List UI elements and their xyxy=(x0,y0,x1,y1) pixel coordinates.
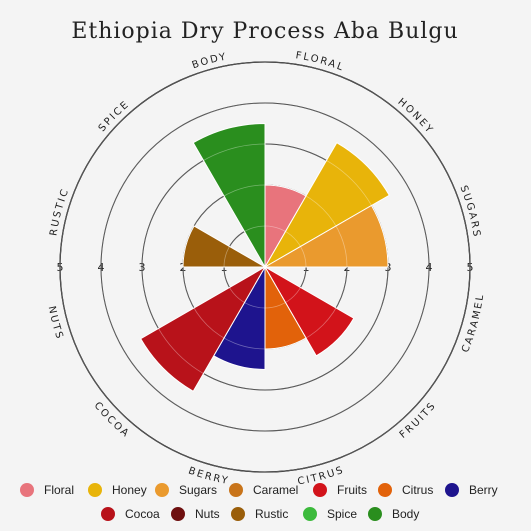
legend-swatch xyxy=(171,507,185,521)
grid-ring-overlay xyxy=(59,61,471,473)
legend-label: Spice xyxy=(327,507,357,521)
legend-item-rustic: Rustic xyxy=(231,507,288,521)
legend-label: Floral xyxy=(44,483,74,497)
radial-tick-label: 5 xyxy=(467,261,474,274)
wedge-cocoa xyxy=(140,265,267,392)
radial-tick-label: 3 xyxy=(139,261,146,274)
legend-swatch xyxy=(88,483,102,497)
grid-ring-overlay xyxy=(223,225,307,309)
category-label: HONEY xyxy=(395,96,435,136)
legend-swatch xyxy=(378,483,392,497)
legend-swatch xyxy=(101,507,115,521)
radial-tick-label: 4 xyxy=(426,261,433,274)
grid-ring-overlay xyxy=(141,143,389,391)
legend-swatch xyxy=(445,483,459,497)
legend-swatch xyxy=(303,507,317,521)
legend-item-caramel: Caramel xyxy=(229,483,298,497)
wedge-honey xyxy=(263,142,390,269)
legend-item-honey: Honey xyxy=(88,483,147,497)
legend-label: Nuts xyxy=(195,507,220,521)
legend-swatch xyxy=(155,483,169,497)
grid-ring-overlay xyxy=(182,184,348,350)
category-label: NUTS xyxy=(46,305,66,342)
grid-ring xyxy=(59,61,471,473)
wedge-sugars xyxy=(263,204,389,268)
legend-label: Fruits xyxy=(337,483,367,497)
legend-swatch xyxy=(229,483,243,497)
legend-item-cocoa: Cocoa xyxy=(101,507,160,521)
legend-item-body: Body xyxy=(368,507,419,521)
wedge-rustic xyxy=(182,225,267,268)
wedge-fruits xyxy=(263,265,355,357)
legend-label: Citrus xyxy=(402,483,433,497)
legend-swatch xyxy=(20,483,34,497)
radial-tick-label: 5 xyxy=(57,261,64,274)
category-label: FRUITS xyxy=(398,400,439,441)
category-label: BODY xyxy=(191,51,229,71)
legend-label: Cocoa xyxy=(125,507,160,521)
legend-item-floral: Floral xyxy=(20,483,74,497)
legend-label: Rustic xyxy=(255,507,288,521)
radial-tick-label: 4 xyxy=(98,261,105,274)
legend-label: Caramel xyxy=(253,483,298,497)
grid-ring xyxy=(100,102,430,432)
category-label: COCOA xyxy=(92,400,132,440)
legend-label: Honey xyxy=(112,483,147,497)
legend-swatch xyxy=(368,507,382,521)
legend-item-sugars: Sugars xyxy=(155,483,217,497)
legend-label: Body xyxy=(392,507,419,521)
legend-item-berry: Berry xyxy=(445,483,498,497)
legend-label: Berry xyxy=(469,483,498,497)
category-label: SUGARS xyxy=(457,184,482,239)
legend-label: Sugars xyxy=(179,483,217,497)
legend-item-nuts: Nuts xyxy=(171,507,220,521)
wedge-body xyxy=(192,122,266,269)
legend-item-citrus: Citrus xyxy=(378,483,433,497)
legend-item-spice: Spice xyxy=(303,507,357,521)
grid-ring-overlay xyxy=(100,102,430,432)
legend-swatch xyxy=(313,483,327,497)
legend-swatch xyxy=(231,507,245,521)
chart-title: Ethiopia Dry Process Aba Bulgu xyxy=(71,19,458,44)
category-label: CARAMEL xyxy=(460,293,486,355)
legend-item-fruits: Fruits xyxy=(313,483,367,497)
